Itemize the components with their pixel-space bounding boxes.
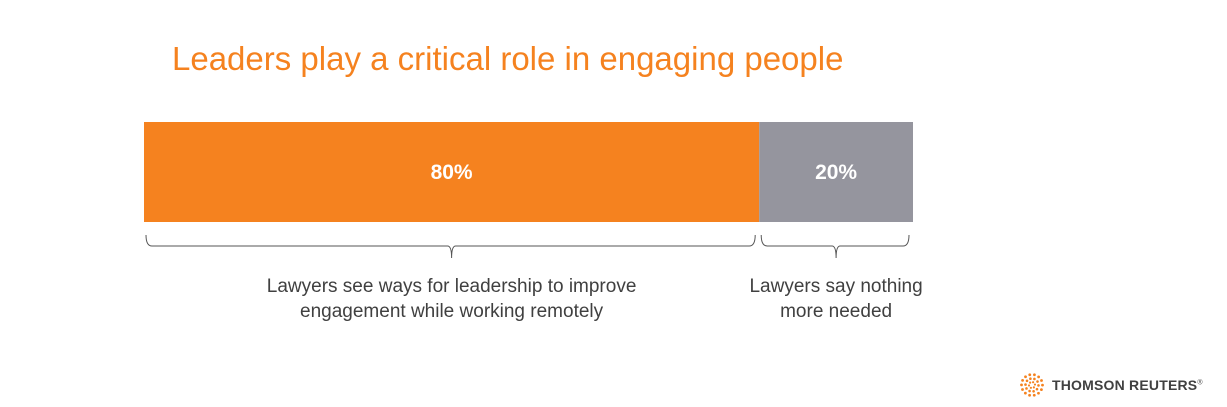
- logo-dot: [1037, 375, 1041, 379]
- logo-dot: [1041, 383, 1044, 387]
- bar-segment-1: [759, 122, 913, 222]
- logo-dot: [1029, 381, 1032, 384]
- annotation-left-line1: Lawyers see ways for leadership to impro…: [266, 276, 637, 297]
- bar-segment-0: [144, 122, 760, 222]
- logo-dot: [1033, 377, 1036, 381]
- logo-dot: [1024, 375, 1027, 379]
- logo-dot: [1033, 383, 1037, 386]
- logo-dot: [1028, 373, 1032, 377]
- logo-dot: [1025, 379, 1029, 383]
- logo-dot: [1024, 383, 1027, 386]
- bar-value-label-0: 80%: [431, 161, 473, 184]
- logo-dot: [1032, 381, 1035, 384]
- logo-dot: [1036, 380, 1039, 383]
- logo-dot: [1021, 388, 1024, 391]
- brace-1: [760, 234, 910, 259]
- logo-dot: [1037, 391, 1040, 395]
- logo-dot: [1023, 391, 1027, 395]
- bar-value-label-1: 20%: [815, 161, 857, 184]
- logo-dot: [1028, 389, 1031, 393]
- logo-dot: [1028, 393, 1031, 397]
- logo-dot: [1040, 388, 1043, 392]
- logo-dot: [1029, 386, 1032, 389]
- logo-dot: [1029, 377, 1032, 380]
- annotation-right-line2: more needed: [780, 301, 893, 322]
- logo-dot: [1033, 373, 1036, 377]
- reuters-dot-icon: [1020, 373, 1044, 397]
- brace-0: [145, 234, 756, 259]
- logo-dot: [1025, 387, 1028, 390]
- logo-dot: [1021, 378, 1024, 382]
- annotation-right-line1: Lawyers say nothing: [749, 276, 923, 297]
- logo-dot: [1040, 379, 1043, 382]
- thomson-reuters-logo: THOMSON REUTERS®: [1018, 371, 1203, 399]
- annotation-left-line2: engagement while working remotely: [300, 301, 604, 322]
- logo-dot: [1037, 384, 1040, 387]
- logo-dot: [1032, 386, 1035, 389]
- annotation-right: Lawyers say nothing more needed: [726, 274, 946, 324]
- logo-wordmark: THOMSON REUTERS®: [1052, 377, 1203, 393]
- annotation-left: Lawyers see ways for leadership to impro…: [232, 274, 672, 324]
- logo-dot: [1027, 384, 1031, 387]
- chart-title: Leaders play a critical role in engaging…: [172, 40, 844, 77]
- logo-dot: [1035, 387, 1039, 391]
- logo-dot: [1032, 393, 1036, 397]
- logo-dot: [1020, 383, 1023, 387]
- logo-dot: [1032, 390, 1035, 393]
